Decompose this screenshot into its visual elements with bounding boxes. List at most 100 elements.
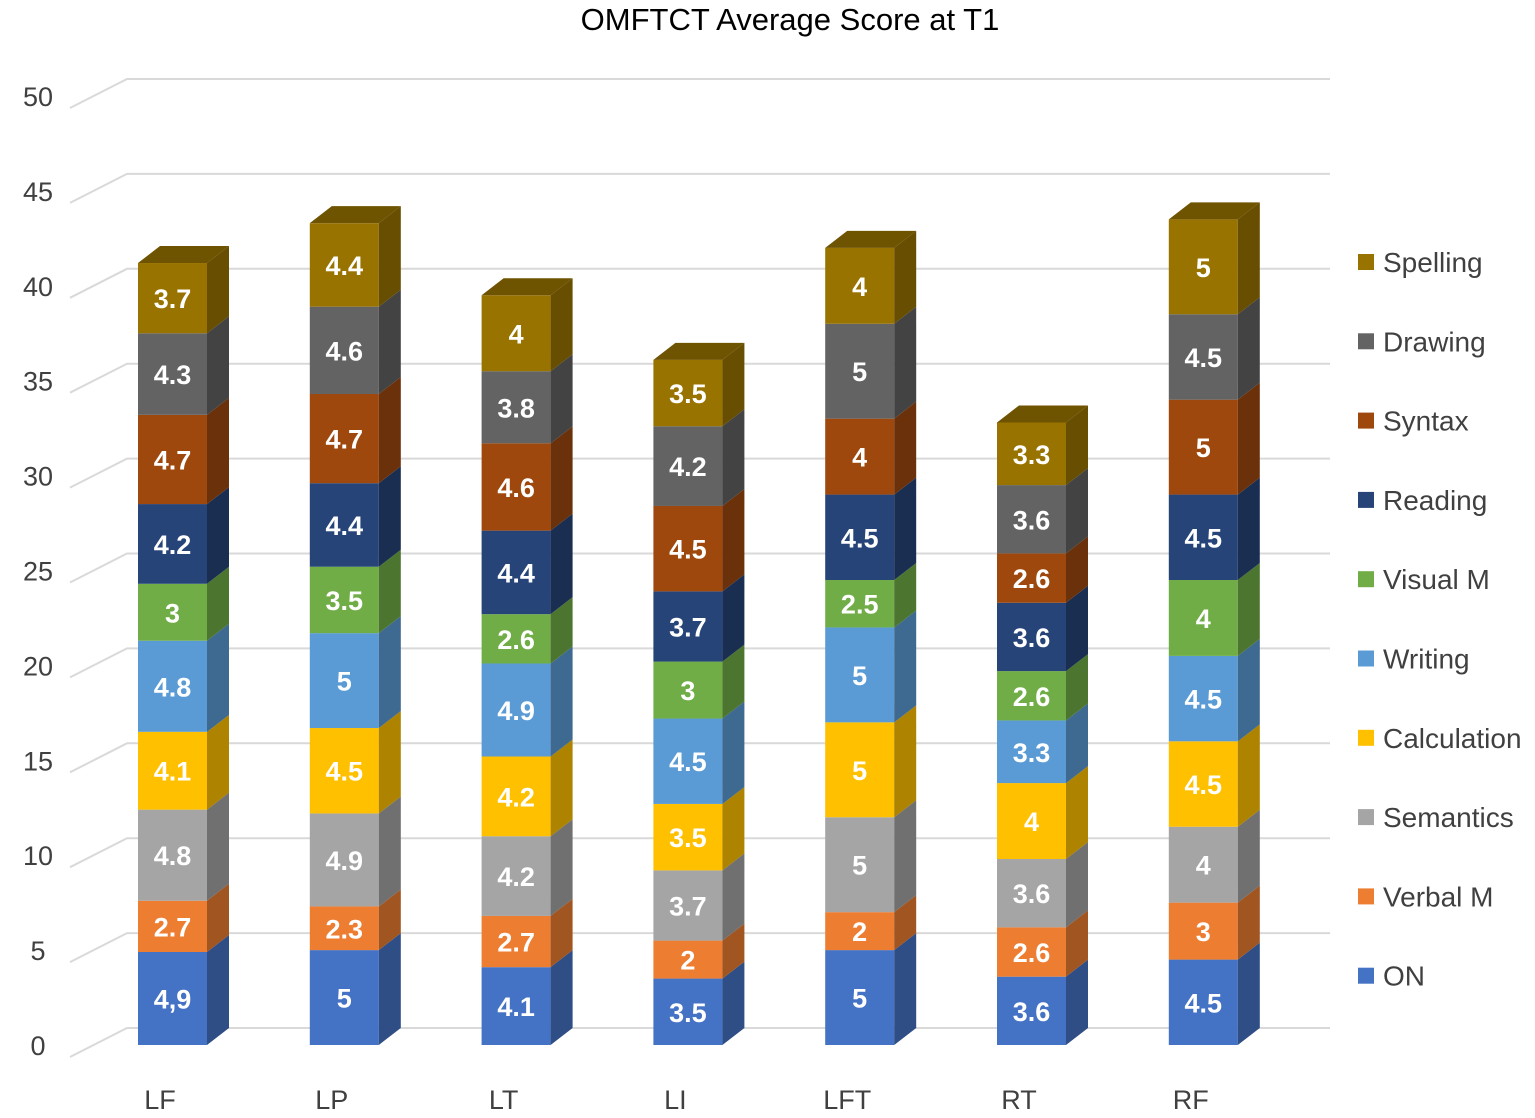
data-label: 5 xyxy=(852,851,867,881)
x-axis-tick-labels: LF LP LT LI LFT RT RF xyxy=(144,1085,1209,1115)
data-label: 2.6 xyxy=(1013,682,1051,712)
bar-segment-side xyxy=(378,549,401,634)
data-label: 4 xyxy=(509,319,524,349)
bar-segment-front xyxy=(138,951,207,1045)
bar-segment xyxy=(997,536,1088,603)
y-tick-label: 25 xyxy=(23,557,53,587)
gridline xyxy=(69,647,1330,679)
y-tick-label: 35 xyxy=(23,367,53,397)
bar-segment-front xyxy=(138,414,207,505)
chart-title: OMFTCT Average Score at T1 xyxy=(581,2,1000,37)
bar-segment-side xyxy=(722,701,745,804)
data-label: 4.2 xyxy=(497,862,535,892)
bar-segment xyxy=(138,792,229,901)
bar-segment-side xyxy=(894,562,917,628)
bar-segment-front xyxy=(653,940,723,979)
legend-swatch xyxy=(1358,809,1374,826)
bar-segment-side xyxy=(207,397,229,505)
bar-segment-side xyxy=(1066,910,1088,977)
bar-stack: 4,9 2.7 4.8 4.1 4.8 3 4.2 4.7 4.3 3.7 xyxy=(138,246,229,1045)
legend-item: Calculation xyxy=(1358,723,1522,754)
x-tick-label: RF xyxy=(1173,1085,1209,1115)
bar-segment xyxy=(1168,942,1260,1045)
bar-segment-side xyxy=(722,853,745,941)
bar-segment xyxy=(1168,885,1260,960)
data-label: 3.6 xyxy=(1013,505,1051,535)
legend-label: Semantics xyxy=(1383,802,1514,833)
data-label: 5 xyxy=(852,357,867,387)
bar-segment-side xyxy=(722,574,745,662)
bar-segment-side xyxy=(550,426,573,531)
bar-segment-side xyxy=(207,792,229,901)
bar-segment-front xyxy=(138,333,207,415)
bar-segment xyxy=(825,562,917,628)
data-label: 4.2 xyxy=(669,452,707,482)
legend-item: Verbal M xyxy=(1358,881,1494,912)
bar-segment-front xyxy=(138,263,207,334)
bar-segment xyxy=(138,316,229,415)
bar-segment-front xyxy=(138,640,207,732)
bar-segment-side xyxy=(894,401,917,495)
bar-segment-front xyxy=(825,912,895,951)
data-label: 4.5 xyxy=(1185,523,1223,553)
data-label: 4.5 xyxy=(1185,685,1223,715)
bar-segment xyxy=(481,819,573,916)
bar-segment-side xyxy=(1066,766,1088,859)
bar-segment-side xyxy=(550,819,573,916)
legend-item: ON xyxy=(1358,961,1425,992)
bar-segment-front xyxy=(481,371,551,444)
data-label: 4.5 xyxy=(669,747,707,777)
bar-segment-side xyxy=(1066,585,1088,672)
bar-segment-side xyxy=(550,739,573,837)
legend-item: Spelling xyxy=(1358,247,1483,278)
data-label: 5 xyxy=(852,984,867,1014)
bar-segment-side xyxy=(722,961,745,1045)
gridline xyxy=(69,932,1330,963)
bar-segment xyxy=(481,597,573,664)
bar-segment-side xyxy=(1237,638,1260,742)
data-label: 3.7 xyxy=(154,284,192,314)
bar-segment xyxy=(653,409,745,506)
bar-segment xyxy=(1168,382,1260,495)
bar-segment-side xyxy=(378,466,401,567)
bar-segment-side xyxy=(550,898,573,968)
bar-segment-front xyxy=(1168,741,1238,827)
bar-segment-front xyxy=(997,553,1066,603)
bar-segment xyxy=(1168,809,1260,903)
bar-segment-front xyxy=(653,359,723,427)
data-label: 4.5 xyxy=(1185,770,1223,800)
bar-segment-side xyxy=(1066,468,1088,554)
gridline xyxy=(69,457,1330,489)
data-label: 2.5 xyxy=(841,590,879,620)
bar-stack: 4.5 3 4 4.5 4.5 4 4.5 5 4.5 5 xyxy=(1168,202,1260,1045)
bar-stack: 5 2 5 5 5 2.5 4.5 4 5 4 xyxy=(825,230,917,1045)
bar-segment xyxy=(309,711,401,814)
legend-swatch xyxy=(1358,650,1374,667)
gridline xyxy=(69,78,1330,109)
legend-label: Reading xyxy=(1383,485,1487,516)
bar-segment-side xyxy=(378,889,401,951)
bar-segment xyxy=(825,800,917,913)
bar-segment-front xyxy=(1168,826,1238,903)
bar-segment-front xyxy=(1168,494,1238,580)
bar-segment xyxy=(653,701,745,804)
bar-segment xyxy=(997,585,1088,672)
bar-segment-front xyxy=(1168,655,1238,742)
bar-segment xyxy=(1168,202,1260,315)
bar-segment-front xyxy=(138,900,207,952)
bar-segment-front xyxy=(481,836,551,916)
data-label: 3.6 xyxy=(1013,879,1051,909)
bar-segment-side xyxy=(894,306,917,419)
data-label: 4.7 xyxy=(154,445,192,475)
bar-segment xyxy=(309,933,401,1045)
y-tick-label: 45 xyxy=(23,177,53,207)
bar-segment-side xyxy=(1237,809,1260,903)
legend-label: Syntax xyxy=(1383,406,1469,437)
data-label: 4 xyxy=(852,272,867,302)
bar-segment-front xyxy=(309,223,379,307)
data-label: 5 xyxy=(337,984,352,1014)
bar-segment-front xyxy=(825,323,895,419)
bar-segment-side xyxy=(207,316,229,415)
legend-item: Syntax xyxy=(1358,406,1469,437)
y-tick-label: 5 xyxy=(30,936,45,966)
